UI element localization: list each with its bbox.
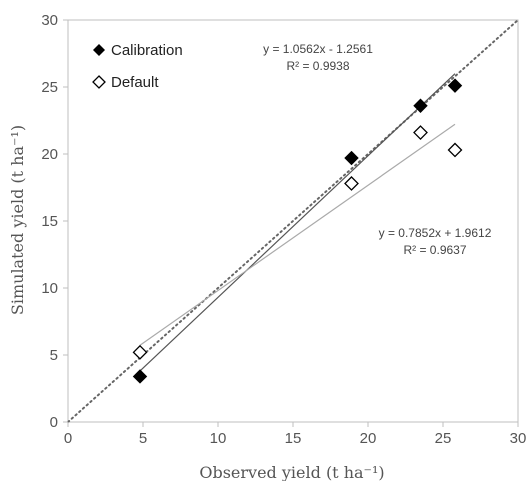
legend-calibration-label: Calibration bbox=[111, 42, 183, 59]
legend: Calibration Default bbox=[92, 42, 183, 91]
x-tick-label: 25 bbox=[435, 430, 452, 447]
data-point-calibration bbox=[132, 369, 148, 384]
y-tick-label: 25 bbox=[41, 79, 58, 96]
data-point-default bbox=[132, 344, 148, 360]
y-tick-label: 15 bbox=[41, 213, 58, 230]
x-tick-label: 0 bbox=[64, 430, 72, 447]
x-axis-title: Observed yield (t ha⁻¹) bbox=[199, 463, 384, 481]
data-point-default bbox=[447, 142, 463, 158]
y-tick-label: 20 bbox=[41, 146, 58, 163]
legend-calibration-marker bbox=[93, 44, 105, 56]
legend-default-label: Default bbox=[111, 74, 159, 91]
data-points-layer bbox=[132, 78, 463, 384]
data-point-default bbox=[413, 125, 428, 140]
calibration-r2: R² = 0.9938 bbox=[286, 59, 349, 73]
y-axis-title: Simulated yield (t ha⁻¹) bbox=[8, 125, 27, 315]
trendline-calibration bbox=[139, 73, 456, 372]
x-tick-label: 30 bbox=[510, 430, 527, 447]
y-tick-label: 5 bbox=[50, 347, 58, 364]
x-tick-label: 5 bbox=[139, 430, 147, 447]
data-point-default bbox=[344, 176, 359, 191]
data-point-calibration bbox=[344, 150, 359, 166]
axis-ticks-layer: 0 5 10 15 20 25 30 0 5 10 15 20 25 30 bbox=[41, 12, 526, 447]
y-tick-label: 30 bbox=[41, 12, 58, 29]
data-point-calibration bbox=[447, 78, 463, 93]
data-point-calibration bbox=[413, 98, 428, 113]
default-equation: y = 0.7852x + 1.9612 bbox=[379, 226, 492, 240]
calibration-equation: y = 1.0562x - 1.2561 bbox=[263, 42, 373, 56]
y-tick-label: 0 bbox=[50, 414, 58, 431]
y-tick-label: 10 bbox=[41, 280, 58, 297]
trendline-layer bbox=[139, 73, 456, 372]
default-r2: R² = 0.9637 bbox=[403, 243, 466, 257]
x-tick-label: 10 bbox=[210, 430, 227, 447]
x-tick-label: 15 bbox=[285, 430, 302, 447]
legend-default-marker bbox=[92, 75, 106, 89]
trendline-default bbox=[139, 123, 456, 346]
x-tick-label: 20 bbox=[360, 430, 377, 447]
